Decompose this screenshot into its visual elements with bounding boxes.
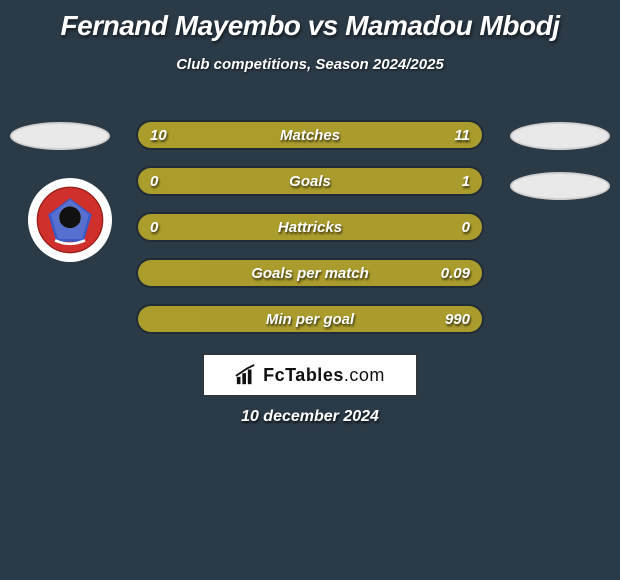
stat-value-left: 0 (150, 214, 158, 240)
stat-row: Min per goal990 (136, 304, 484, 334)
stat-value-right: 11 (454, 122, 470, 148)
subtitle: Club competitions, Season 2024/2025 (0, 56, 620, 73)
stat-label: Min per goal (138, 306, 482, 332)
stat-label: Goals per match (138, 260, 482, 286)
stat-value-left: 0 (150, 168, 158, 194)
stat-value-right: 0 (462, 214, 470, 240)
brand-name-main: FcTables (263, 365, 344, 385)
brand-box: FcTables.com (203, 354, 417, 396)
stat-row: Goals per match0.09 (136, 258, 484, 288)
stat-label: Hattricks (138, 214, 482, 240)
stat-label: Matches (138, 122, 482, 148)
team-badge-right-placeholder-1 (510, 122, 610, 150)
club-crest-icon (36, 186, 104, 254)
stat-row: Matches10 11 (136, 120, 484, 150)
brand-name-suffix: .com (344, 365, 385, 385)
stat-value-left: 10 (150, 122, 167, 148)
date-line: 10 december 2024 (0, 408, 620, 426)
team-badge-left (28, 178, 112, 262)
team-badge-left-placeholder-1 (10, 122, 110, 150)
stat-value-right: 990 (445, 306, 470, 332)
stat-label: Goals (138, 168, 482, 194)
stat-row: Hattricks0 0 (136, 212, 484, 242)
brand-name: FcTables.com (263, 365, 385, 386)
team-badge-right-placeholder-2 (510, 172, 610, 200)
bar-chart-icon (235, 364, 257, 386)
page-title: Fernand Mayembo vs Mamadou Mbodj (0, 0, 620, 42)
stat-bars: Matches1011Goals01Hattricks00Goals per m… (136, 120, 484, 350)
stat-value-right: 1 (462, 168, 470, 194)
stat-value-right: 0.09 (441, 260, 470, 286)
stat-row: Goals0 1 (136, 166, 484, 196)
